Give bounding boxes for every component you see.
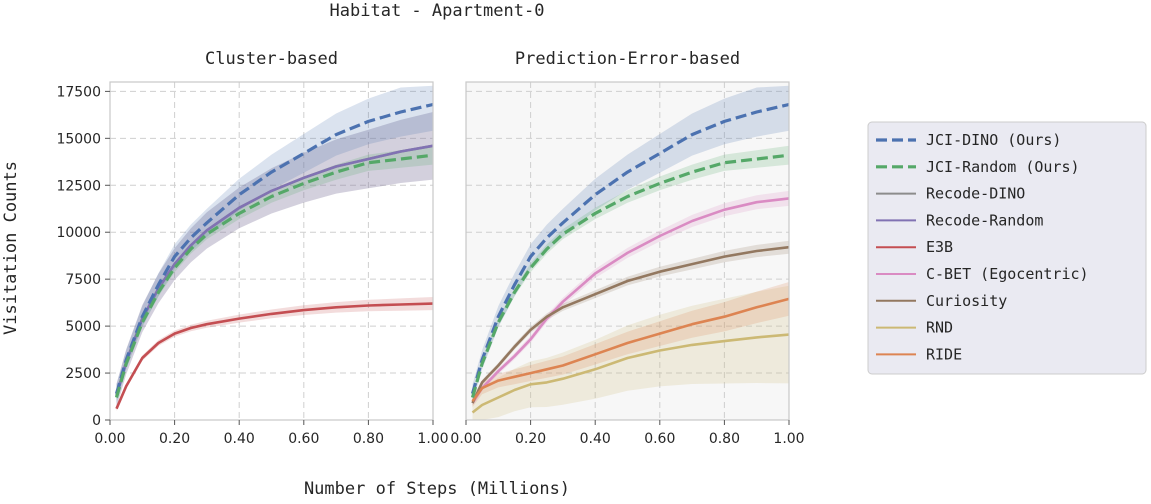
legend: JCI-DINO (Ours) JCI-Random (Ours) Recode-D… [867,121,1147,375]
x-tick-label: 1.00 [417,431,448,447]
panel-cluster-based-lines [114,102,434,410]
figure-suptitle: Habitat - Apartment-0 [330,1,545,21]
legend-label-c-bet-egocentric: C-BET (Egocentric) [926,265,1089,283]
series-line-curiosity [471,245,790,404]
series-line-jci-random-ours [470,153,790,398]
legend-label-jci-random-ours: JCI-Random (Ours) [926,158,1080,176]
y-axis-label: Visitation Counts [1,161,21,335]
band-jci-dino-ours [116,85,433,403]
series-line-c-bet-egocentric [471,197,790,404]
series-line-e3b [115,302,434,410]
y-tick-label: 2500 [65,366,101,382]
band-curiosity [472,240,789,406]
panel-prediction-error-based-lines [470,102,790,414]
panel-cluster-based-title: Cluster-based [205,49,338,69]
band-jci-random-ours [116,145,433,401]
legend-label-ride: RIDE [926,345,962,363]
x-tick-label: 0.80 [709,431,740,447]
x-tick-label: 0.20 [159,431,190,447]
panel-cluster-based-frame [109,81,434,421]
x-tick-label: 0.20 [515,431,546,447]
y-tick-label: 7500 [65,272,101,288]
panel-cluster-based: 0.00 0.20 0.40 0.60 0.80 1.00 0 2500 5000 7500 100… [56,49,448,447]
y-tick-label: 0 [92,413,101,429]
legend-label-recode-random: Recode-Random [926,211,1043,229]
x-tick-label: 0.40 [224,431,255,447]
legend-label-rnd: RND [926,319,953,337]
band-ride [472,282,789,408]
series-line-jci-dino-ours [114,102,434,395]
panel-prediction-error-based-ticks: 0.00 0.20 0.40 0.60 0.80 1.00 [450,420,805,447]
x-tick-label: 1.00 [773,431,804,447]
panel-cluster-based-bands [116,85,433,411]
x-tick-label: 0.40 [580,431,611,447]
x-tick-label: 0.60 [288,431,319,447]
series-line-ride [471,297,790,402]
legend-label-jci-dino-ours: JCI-DINO (Ours) [926,131,1061,149]
panel-prediction-error-based-title: Prediction-Error-based [515,49,740,69]
legend-label-e3b: E3B [926,238,953,256]
x-tick-label: 0.80 [353,431,384,447]
x-axis-label: Number of Steps (Millions) [304,479,570,499]
y-tick-label: 12500 [56,178,101,194]
band-e3b [116,297,433,411]
x-tick-label: 0.00 [94,431,125,447]
legend-box [867,121,1147,375]
band-jci-random-ours [472,145,789,401]
legend-label-curiosity: Curiosity [926,292,1007,310]
band-jci-dino-ours [472,85,789,403]
y-tick-label: 10000 [56,225,101,241]
x-tick-label: 0.00 [450,431,481,447]
band-recode-random [116,112,433,408]
series-line-jci-random-ours [114,153,434,398]
panel-prediction-error-based-frame [465,81,790,421]
series-line-rnd [471,333,790,414]
y-tick-label: 15000 [56,131,101,147]
series-line-jci-dino-ours [470,102,790,395]
legend-label-recode-dino: Recode-DINO [926,185,1025,203]
panel-prediction-error-based: 0.00 0.20 0.40 0.60 0.80 1.00 Prediction-Erro… [450,49,804,447]
y-tick-label: 5000 [65,319,101,335]
panel-cluster-based-ticks: 0.00 0.20 0.40 0.60 0.80 1.00 0 2500 5000 7500 100… [56,84,448,447]
y-tick-label: 17500 [56,84,101,100]
x-tick-label: 0.60 [644,431,675,447]
band-recode-dino [116,112,433,408]
